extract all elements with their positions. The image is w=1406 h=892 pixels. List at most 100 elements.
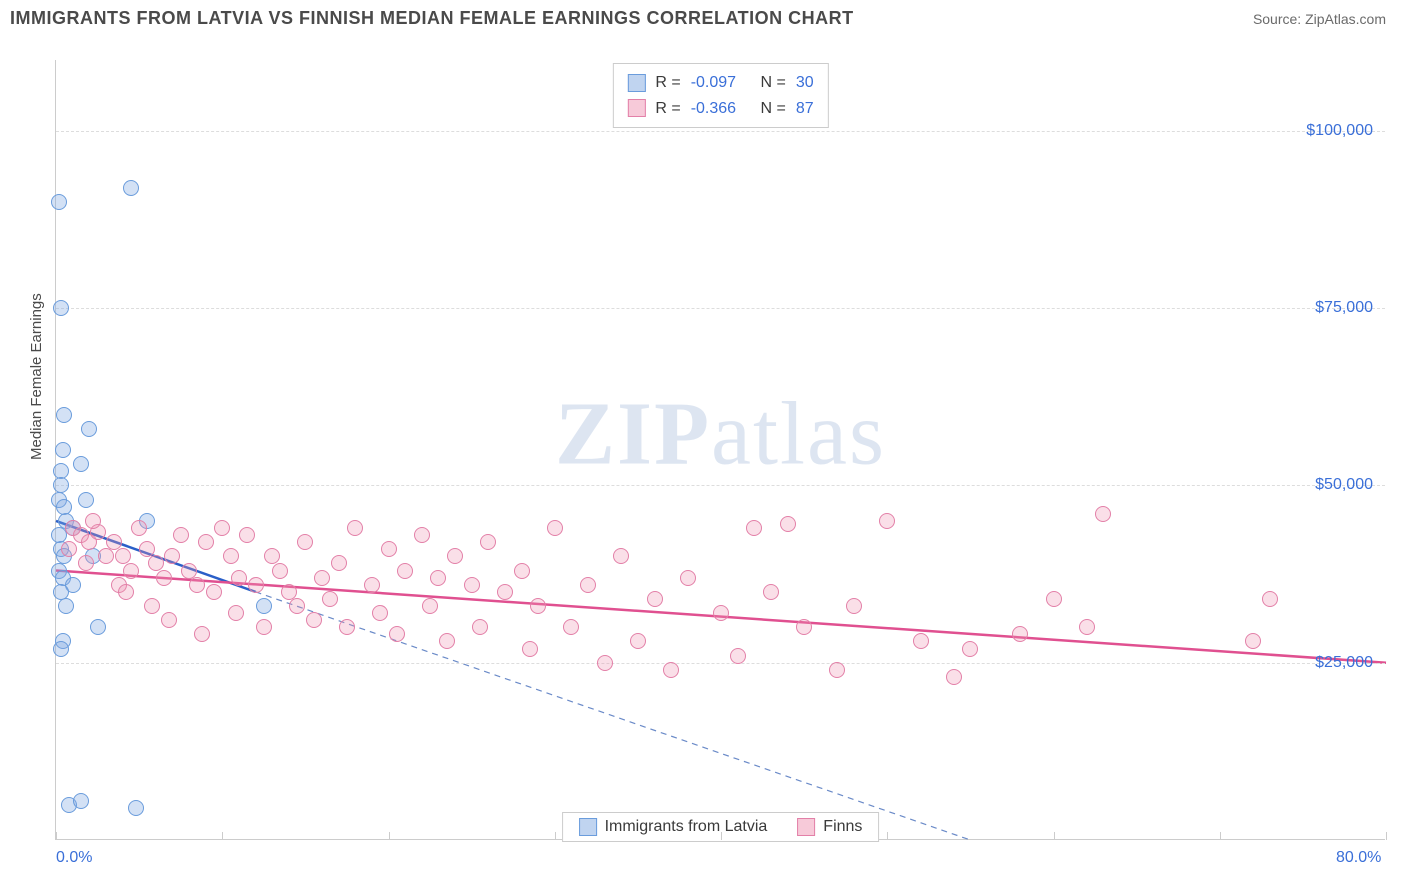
data-point	[51, 194, 67, 210]
data-point	[78, 492, 94, 508]
data-point	[256, 619, 272, 635]
data-point	[118, 584, 134, 600]
n-label: N =	[761, 70, 786, 96]
data-point	[430, 570, 446, 586]
gridline	[56, 663, 1385, 664]
chart-title: IMMIGRANTS FROM LATVIA VS FINNISH MEDIAN…	[10, 8, 854, 29]
y-tick-label: $75,000	[1315, 299, 1373, 317]
data-point	[514, 563, 530, 579]
data-point	[597, 655, 613, 671]
data-point	[214, 520, 230, 536]
data-point	[879, 513, 895, 529]
data-point	[946, 669, 962, 685]
x-tick	[1220, 832, 1221, 840]
chart-container: Median Female Earnings ZIPatlas R = -0.0…	[10, 40, 1396, 882]
chart-source: Source: ZipAtlas.com	[1253, 11, 1386, 27]
data-point	[256, 598, 272, 614]
x-tick	[555, 832, 556, 840]
x-tick	[1054, 832, 1055, 840]
legend-label-latvia: Immigrants from Latvia	[605, 818, 768, 836]
y-tick-label: $50,000	[1315, 476, 1373, 494]
data-point	[73, 793, 89, 809]
data-point	[913, 633, 929, 649]
data-point	[962, 641, 978, 657]
x-tick	[222, 832, 223, 840]
y-axis-label: Median Female Earnings	[28, 293, 45, 460]
data-point	[1079, 619, 1095, 635]
n-value-finns: 87	[796, 96, 814, 122]
data-point	[239, 527, 255, 543]
data-point	[228, 605, 244, 621]
data-point	[322, 591, 338, 607]
data-point	[580, 577, 596, 593]
n-value-latvia: 30	[796, 70, 814, 96]
r-label: R =	[655, 70, 680, 96]
data-point	[630, 633, 646, 649]
data-point	[85, 513, 101, 529]
data-point	[680, 570, 696, 586]
legend-label-finns: Finns	[823, 818, 862, 836]
data-point	[128, 800, 144, 816]
swatch-pink-icon	[627, 99, 645, 117]
data-point	[480, 534, 496, 550]
data-point	[389, 626, 405, 642]
data-point	[547, 520, 563, 536]
x-tick	[721, 832, 722, 840]
data-point	[164, 548, 180, 564]
data-point	[763, 584, 779, 600]
data-point	[98, 548, 114, 564]
x-tick	[1386, 832, 1387, 840]
data-point	[414, 527, 430, 543]
data-point	[796, 619, 812, 635]
data-point	[422, 598, 438, 614]
trend-lines	[56, 60, 1385, 839]
data-point	[223, 548, 239, 564]
data-point	[56, 407, 72, 423]
r-label: R =	[655, 96, 680, 122]
data-point	[364, 577, 380, 593]
data-point	[314, 570, 330, 586]
data-point	[297, 534, 313, 550]
data-point	[53, 300, 69, 316]
gridline	[56, 131, 1385, 132]
data-point	[846, 598, 862, 614]
data-point	[61, 541, 77, 557]
data-point	[563, 619, 579, 635]
data-point	[647, 591, 663, 607]
data-point	[53, 641, 69, 657]
data-point	[1245, 633, 1261, 649]
data-point	[372, 605, 388, 621]
x-tick	[887, 832, 888, 840]
data-point	[161, 612, 177, 628]
x-tick	[389, 832, 390, 840]
data-point	[144, 598, 160, 614]
trend-line	[256, 592, 971, 840]
data-point	[1046, 591, 1062, 607]
data-point	[347, 520, 363, 536]
swatch-blue-icon	[627, 74, 645, 92]
data-point	[1095, 506, 1111, 522]
gridline	[56, 485, 1385, 486]
data-point	[439, 633, 455, 649]
swatch-pink-icon	[797, 818, 815, 836]
y-tick-label: $100,000	[1306, 122, 1373, 140]
data-point	[829, 662, 845, 678]
data-point	[746, 520, 762, 536]
data-point	[123, 180, 139, 196]
data-point	[131, 520, 147, 536]
plot-area: ZIPatlas R = -0.097 N = 30 R = -0.366 N …	[55, 60, 1385, 840]
data-point	[397, 563, 413, 579]
data-point	[173, 527, 189, 543]
correlation-legend: R = -0.097 N = 30 R = -0.366 N = 87	[612, 63, 828, 128]
data-point	[289, 598, 305, 614]
x-tick-label: 80.0%	[1336, 849, 1381, 867]
data-point	[663, 662, 679, 678]
data-point	[81, 421, 97, 437]
data-point	[447, 548, 463, 564]
y-tick-label: $25,000	[1315, 654, 1373, 672]
data-point	[530, 598, 546, 614]
data-point	[306, 612, 322, 628]
data-point	[331, 555, 347, 571]
data-point	[123, 563, 139, 579]
data-point	[713, 605, 729, 621]
